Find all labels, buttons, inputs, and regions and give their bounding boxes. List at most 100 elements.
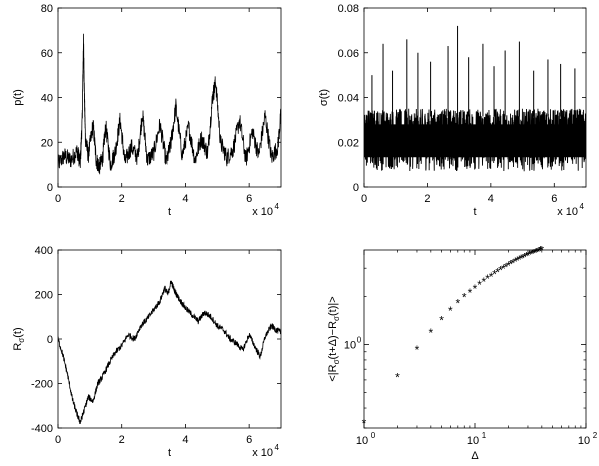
chart-sigma: 0 2 4 600.020.040.060.08x 10 4tσ(t) xyxy=(318,3,587,218)
data-point-marker: * xyxy=(481,275,486,289)
y-tick-label: 0.02 xyxy=(338,137,359,149)
data-point-marker: * xyxy=(428,326,433,340)
y-tick-label: 0.08 xyxy=(338,3,359,15)
data-point-marker: * xyxy=(485,272,490,286)
data-point-marker: * xyxy=(521,251,526,265)
data-point-marker: * xyxy=(504,260,509,274)
y-tick-label: 80 xyxy=(41,3,53,15)
x-exponent-label: x 10 xyxy=(557,206,578,218)
y-axis-label-part: <|R xyxy=(327,364,339,381)
data-point-marker: * xyxy=(538,244,543,258)
x-tick-label: 6 xyxy=(246,434,252,446)
y-tick-label-base: 10 xyxy=(344,339,356,351)
y-axis-label-sub: σ xyxy=(17,338,26,343)
y-tick-label: 40 xyxy=(41,93,53,105)
axes-frame xyxy=(363,249,587,429)
x-tick-label-exp: 2 xyxy=(593,431,598,440)
plot-area xyxy=(58,280,281,424)
plot-area xyxy=(364,25,586,172)
x-axis-label: Δ xyxy=(471,450,479,462)
data-point-marker: * xyxy=(537,244,542,258)
data-point-marker: * xyxy=(530,247,535,261)
data-point-marker: * xyxy=(501,262,506,276)
y-tick-label: 60 xyxy=(41,48,53,60)
x-tick-label: 0 xyxy=(55,434,61,446)
y-tick-label: 20 xyxy=(41,137,53,149)
x-axis-label: t xyxy=(473,206,476,218)
data-point-marker: * xyxy=(495,266,500,280)
data-point-marker: * xyxy=(462,291,467,305)
data-point-marker: * xyxy=(534,245,539,259)
data-point-marker: * xyxy=(533,246,538,260)
x-tick-label: 2 xyxy=(119,434,125,446)
data-point-marker: * xyxy=(522,251,527,265)
data-point-marker: * xyxy=(524,250,529,264)
y-tick-label: 0 xyxy=(47,334,53,346)
y-axis-label-main: R xyxy=(12,343,24,351)
x-exponent-label: x 10 xyxy=(252,447,273,459)
series-core-band xyxy=(364,124,586,158)
x-axis-label: t xyxy=(168,206,171,218)
y-axis-label: p(t) xyxy=(12,89,24,106)
y-tick-label: 0.06 xyxy=(338,48,359,60)
x-exponent-power: 4 xyxy=(275,202,280,211)
y-axis-label: Rσ(t) xyxy=(12,327,26,350)
data-point-marker: * xyxy=(511,256,516,270)
data-point-marker: * xyxy=(448,304,453,318)
x-tick-label: 4 xyxy=(182,193,188,205)
x-tick-label: 2 xyxy=(119,193,125,205)
x-tick-label: 4 xyxy=(488,193,494,205)
plot-area xyxy=(58,33,281,175)
y-tick-label: 200 xyxy=(35,290,53,302)
data-point-marker: * xyxy=(439,314,444,328)
data-point-marker: * xyxy=(515,254,520,268)
data-point-marker: * xyxy=(489,270,494,284)
x-tick-label: 2 xyxy=(424,193,430,205)
data-point-marker: * xyxy=(506,259,511,273)
x-tick-label-base: 10 xyxy=(467,435,479,447)
x-tick-label: 0 xyxy=(361,193,367,205)
data-point-marker: * xyxy=(477,278,482,292)
y-tick-label-exp: 0 xyxy=(357,335,362,344)
data-point-marker: * xyxy=(415,343,420,357)
y-tick-label: 0 xyxy=(353,182,359,194)
data-point-marker: * xyxy=(498,264,503,278)
x-tick-label: 6 xyxy=(551,193,557,205)
series-line xyxy=(58,33,281,175)
y-axis-label-tail: (t) xyxy=(12,327,24,337)
x-exponent-label: x 10 xyxy=(252,206,273,218)
chart-scaling: ****************************************… xyxy=(327,243,598,462)
x-tick-label-base: 10 xyxy=(578,435,590,447)
data-point-marker: * xyxy=(526,249,531,263)
y-axis-label-part: σ xyxy=(332,359,341,364)
x-exponent-power: 4 xyxy=(580,202,585,211)
y-axis-label: σ(t) xyxy=(318,89,330,106)
x-tick-label: 0 xyxy=(55,193,61,205)
data-point-marker: * xyxy=(473,282,478,296)
y-tick-label: -200 xyxy=(31,379,53,391)
data-point-marker: * xyxy=(536,245,541,259)
data-point-marker: * xyxy=(517,253,522,267)
x-tick-label: 4 xyxy=(182,434,188,446)
data-point-marker: * xyxy=(519,252,524,266)
series-line xyxy=(58,280,281,424)
y-tick-label: 400 xyxy=(35,245,53,257)
data-point-marker: * xyxy=(532,246,537,260)
data-point-marker: * xyxy=(395,371,400,385)
y-tick-label: 0.04 xyxy=(338,93,359,105)
data-point-marker: * xyxy=(508,258,513,272)
data-point-marker: * xyxy=(529,248,534,262)
data-point-marker: * xyxy=(468,286,473,300)
x-axis-label: t xyxy=(168,447,171,459)
data-point-marker: * xyxy=(455,297,460,311)
x-exponent-power: 4 xyxy=(275,443,280,452)
x-tick-label: 6 xyxy=(246,193,252,205)
x-tick-label-exp: 0 xyxy=(371,431,376,440)
x-tick-label-exp: 1 xyxy=(482,431,487,440)
y-axis-label: <|Rσ(t+Δ)−Rσ(t)|> xyxy=(327,296,341,381)
y-tick-label: -400 xyxy=(31,423,53,435)
y-axis-label-part: σ xyxy=(332,316,341,321)
